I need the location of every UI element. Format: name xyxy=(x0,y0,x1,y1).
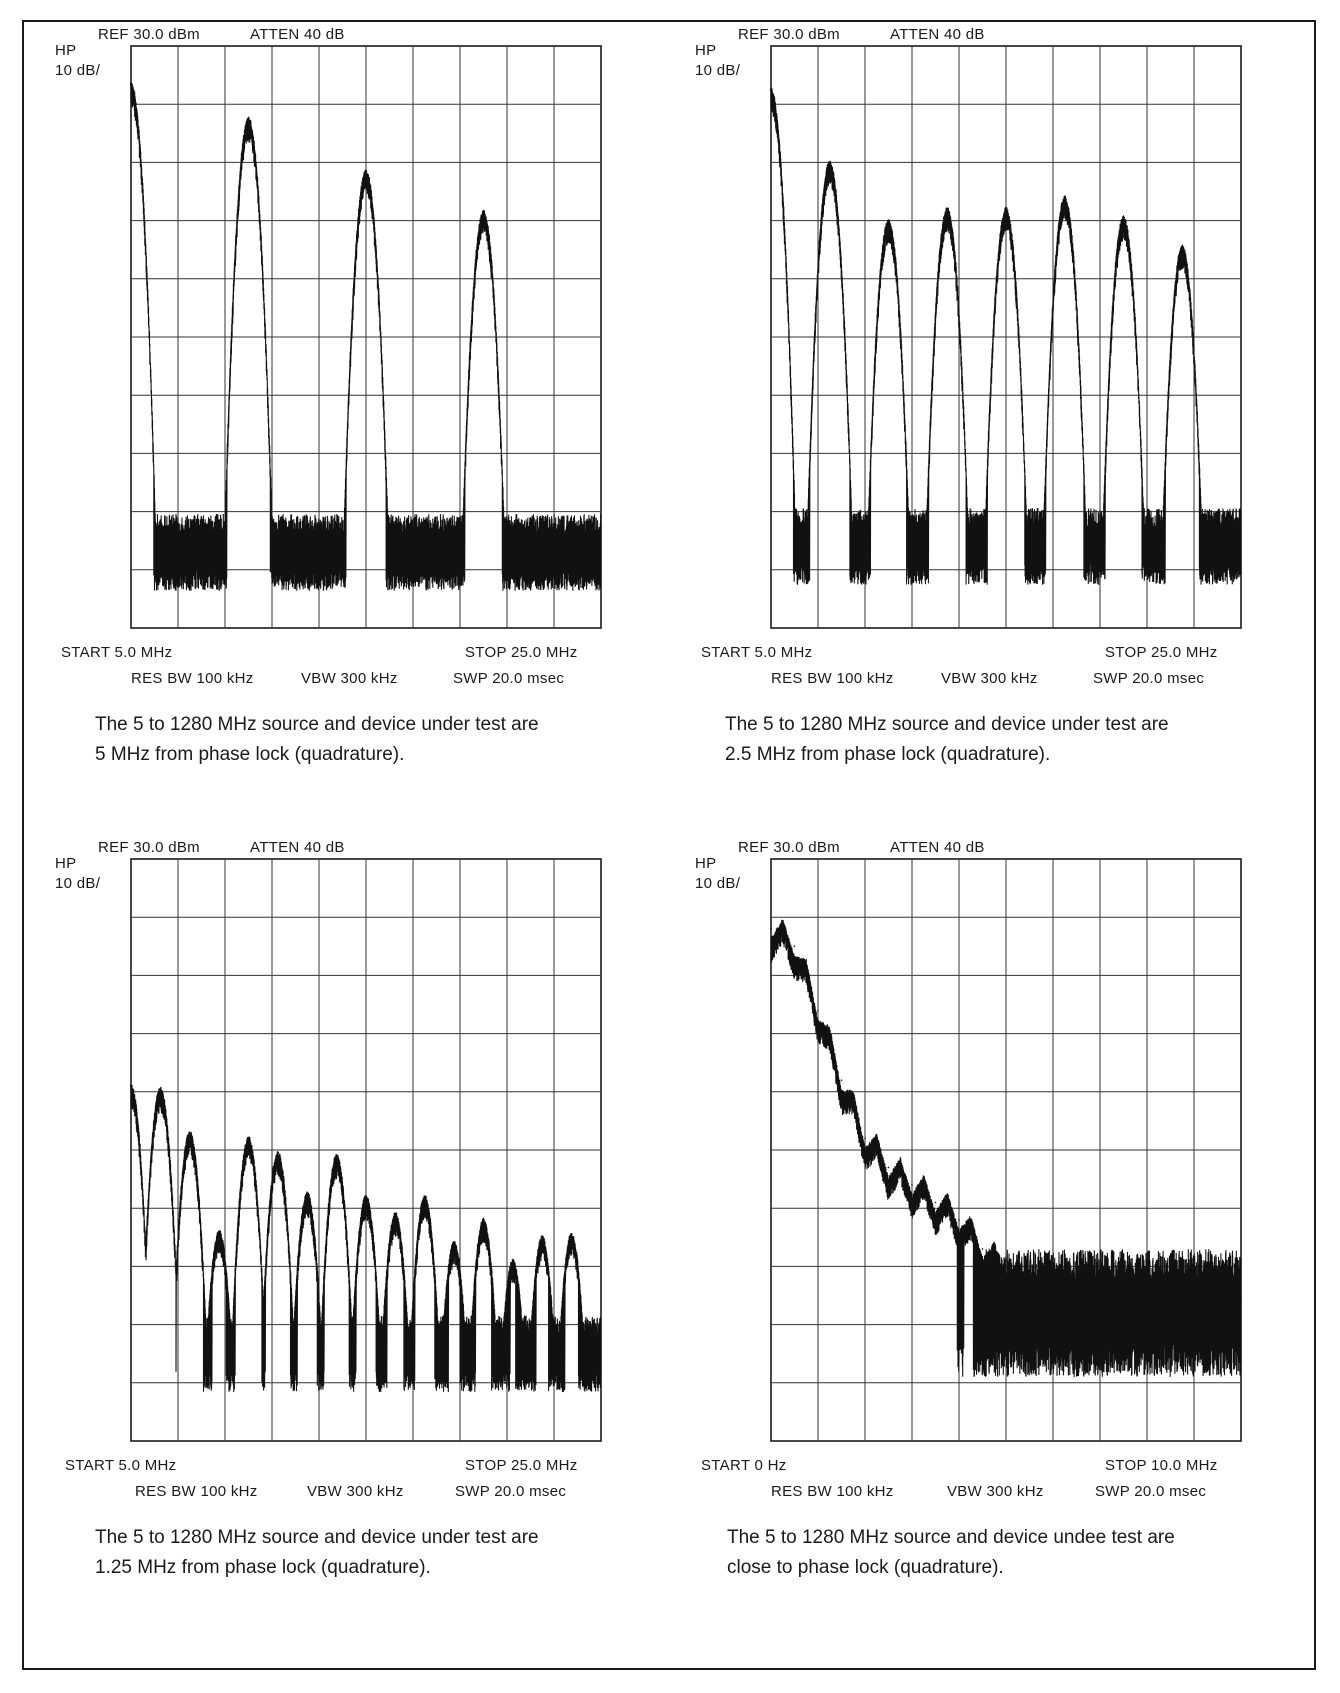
spectrum-peak xyxy=(159,1087,162,1091)
vbw-label: VBW 300 kHz xyxy=(947,1483,1044,1500)
hp-label: HP xyxy=(55,42,77,59)
analyzer-panel-3: REF 30.0 dBm ATTEN 40 dB HP 10 dB/ START… xyxy=(45,835,685,1655)
spectrum-trace xyxy=(770,919,1242,1378)
spectrum-peak xyxy=(482,210,485,214)
spectrum-trace xyxy=(130,1084,602,1393)
envelope-point xyxy=(793,945,796,948)
caption-line-1: The 5 to 1280 MHz source and device unde… xyxy=(95,714,539,735)
spectrum-peak xyxy=(1181,245,1184,248)
envelope-point xyxy=(934,1201,937,1204)
envelope-point xyxy=(1052,1288,1054,1291)
stop-freq-label: STOP 10.0 MHz xyxy=(1105,1457,1218,1474)
res-bw-label: RES BW 100 kHz xyxy=(131,670,254,687)
envelope-point xyxy=(1005,1271,1007,1274)
envelope-point xyxy=(1146,1294,1148,1297)
spectrum-peak xyxy=(129,82,133,86)
envelope-point xyxy=(981,1248,984,1250)
start-freq-label: START 0 Hz xyxy=(701,1457,787,1474)
spectrum-peak xyxy=(423,1195,426,1198)
scale-label: 10 dB/ xyxy=(695,62,741,79)
caption-line-1: The 5 to 1280 MHz source and device unde… xyxy=(95,1527,539,1548)
spectrum-peak xyxy=(276,1151,280,1155)
start-freq-label: START 5.0 MHz xyxy=(701,644,813,661)
spectrum-peak xyxy=(364,169,368,173)
scale-label: 10 dB/ xyxy=(55,875,101,892)
scale-label: 10 dB/ xyxy=(695,875,741,892)
res-bw-label: RES BW 100 kHz xyxy=(771,670,894,687)
spectrum-peak xyxy=(247,1137,250,1140)
spectrum-peak xyxy=(482,1218,485,1222)
caption-line-2: 1.25 MHz from phase lock (quadrature). xyxy=(95,1557,431,1578)
spectrum-peak xyxy=(217,1230,221,1233)
spectrum-trace xyxy=(770,87,1242,585)
spectrum-peak xyxy=(335,1154,338,1158)
hp-label: HP xyxy=(695,855,717,872)
spectrum-peak xyxy=(887,219,890,222)
spectrum-peak xyxy=(129,1084,133,1088)
hp-label: HP xyxy=(695,42,717,59)
vbw-label: VBW 300 kHz xyxy=(941,670,1038,687)
hp-label: HP xyxy=(55,855,77,872)
spectrum-peak xyxy=(1063,196,1066,199)
sweep-label: SWP 20.0 msec xyxy=(1093,670,1205,687)
ref-level-label: REF 30.0 dBm xyxy=(98,839,200,856)
spectrum-peak xyxy=(188,1131,191,1134)
sweep-label: SWP 20.0 msec xyxy=(1095,1483,1207,1500)
spectrum-peak xyxy=(452,1241,456,1245)
atten-label: ATTEN 40 dB xyxy=(250,26,345,43)
figure-frame xyxy=(22,20,1316,1670)
envelope-point xyxy=(770,928,772,930)
stop-freq-label: STOP 25.0 MHz xyxy=(1105,644,1218,661)
ref-level-label: REF 30.0 dBm xyxy=(98,26,200,43)
stop-freq-label: STOP 25.0 MHz xyxy=(465,644,578,661)
spectrum-display xyxy=(770,858,1242,1442)
analyzer-panel-2: REF 30.0 dBm ATTEN 40 dB HP 10 dB/ START… xyxy=(685,22,1325,842)
start-freq-label: START 5.0 MHz xyxy=(61,644,173,661)
sweep-label: SWP 20.0 msec xyxy=(453,670,565,687)
spectrum-peak xyxy=(1122,216,1125,219)
envelope-point xyxy=(1240,1300,1242,1303)
caption-line-2: close to phase lock (quadrature). xyxy=(727,1557,1004,1578)
spectrum-peak xyxy=(828,161,831,164)
spectrum-peak xyxy=(394,1212,397,1216)
caption-line-2: 2.5 MHz from phase lock (quadrature). xyxy=(725,744,1051,765)
caption-line-1: The 5 to 1280 MHz source and device unde… xyxy=(727,1527,1175,1548)
spectrum-peak xyxy=(946,207,949,211)
spectrum-peak xyxy=(1004,207,1008,211)
spectrum-peak xyxy=(511,1259,515,1262)
ref-level-label: REF 30.0 dBm xyxy=(738,839,840,856)
envelope-point xyxy=(887,1166,890,1169)
spectrum-display xyxy=(769,45,1242,629)
analyzer-panel-4: REF 30.0 dBm ATTEN 40 dB HP 10 dB/ START… xyxy=(685,835,1325,1655)
caption-line-1: The 5 to 1280 MHz source and device unde… xyxy=(725,714,1169,735)
scale-label: 10 dB/ xyxy=(55,62,101,79)
envelope-point xyxy=(840,1079,843,1081)
spectrum-peak xyxy=(364,1195,368,1198)
spectrum-peak xyxy=(769,88,773,91)
spectrum-peak xyxy=(541,1236,544,1239)
envelope-point xyxy=(864,1137,866,1140)
vbw-label: VBW 300 kHz xyxy=(307,1483,404,1500)
spectrum-peak xyxy=(306,1192,309,1195)
envelope-point xyxy=(958,1219,960,1221)
envelope-point xyxy=(817,1009,819,1012)
atten-label: ATTEN 40 dB xyxy=(250,839,345,856)
spectrum-display xyxy=(129,858,602,1442)
res-bw-label: RES BW 100 kHz xyxy=(135,1483,258,1500)
vbw-label: VBW 300 kHz xyxy=(301,670,398,687)
start-freq-label: START 5.0 MHz xyxy=(65,1457,177,1474)
analyzer-panel-1: REF 30.0 dBm ATTEN 40 dB HP 10 dB/ START… xyxy=(45,22,685,842)
stop-freq-label: STOP 25.0 MHz xyxy=(465,1457,578,1474)
spectrum-trace xyxy=(130,82,602,591)
atten-label: ATTEN 40 dB xyxy=(890,839,985,856)
atten-label: ATTEN 40 dB xyxy=(890,26,985,43)
res-bw-label: RES BW 100 kHz xyxy=(771,1483,894,1500)
spectrum-peak xyxy=(247,117,250,120)
envelope-point xyxy=(911,1184,913,1186)
spectrum-display xyxy=(129,45,602,629)
sweep-label: SWP 20.0 msec xyxy=(455,1483,567,1500)
spectrum-peak xyxy=(570,1233,573,1236)
caption-line-2: 5 MHz from phase lock (quadrature). xyxy=(95,744,405,765)
ref-level-label: REF 30.0 dBm xyxy=(738,26,840,43)
